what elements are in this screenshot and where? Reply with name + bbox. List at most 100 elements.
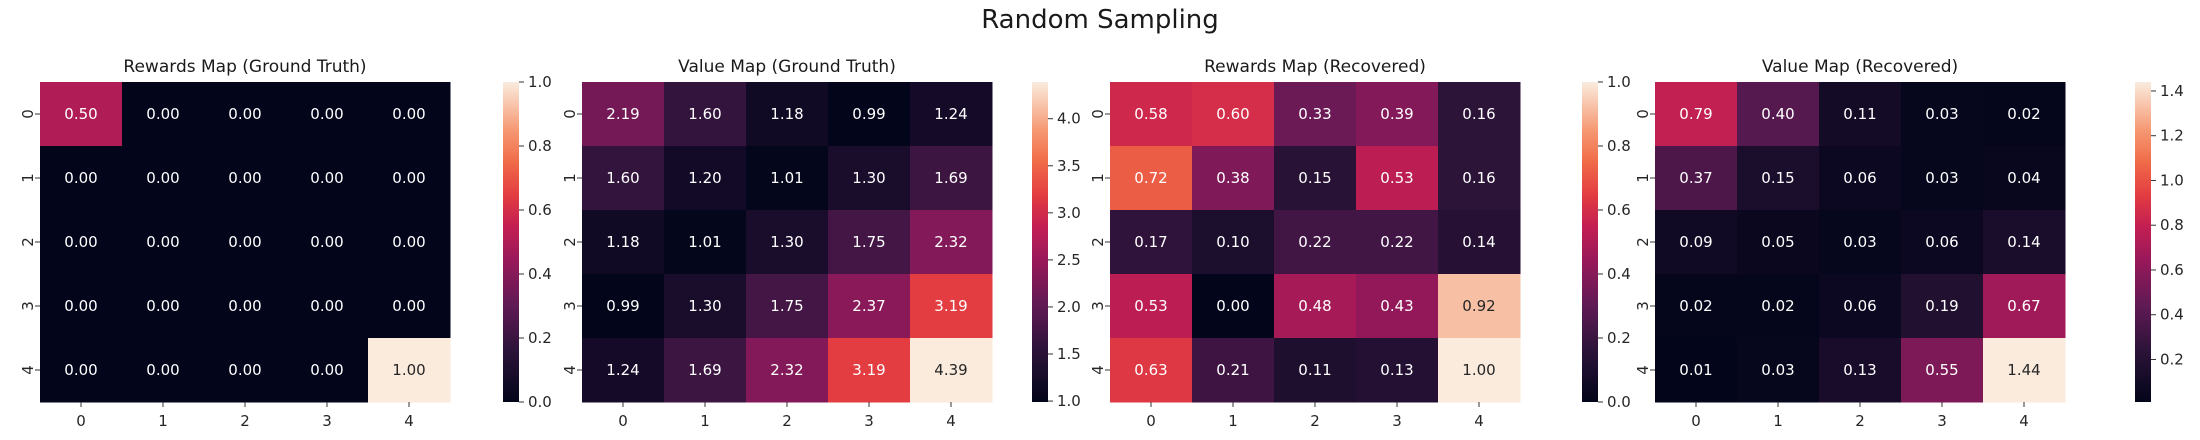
x-tick-label: 0	[1146, 412, 1156, 430]
heatmap-cell	[122, 338, 205, 403]
colorbar-tick-label: 4.0	[1057, 110, 1081, 128]
heatmap-cell	[1438, 146, 1521, 211]
heatmap-cell	[122, 82, 205, 147]
heatmap-cell	[1110, 274, 1193, 339]
heatmap-cell	[1983, 146, 2066, 211]
cell-annotation: 0.58	[1134, 105, 1167, 123]
cell-annotation: 0.79	[1679, 105, 1712, 123]
cell-annotation: 2.37	[852, 297, 885, 315]
cell-annotation: 0.00	[64, 297, 97, 315]
cell-annotation: 0.38	[1216, 169, 1249, 187]
heatmap-cell	[1438, 274, 1521, 339]
heatmap-cell	[910, 146, 993, 211]
colorbar-tick-label: 3.5	[1057, 157, 1081, 175]
figure-suptitle: Random Sampling	[981, 5, 1219, 35]
cell-annotation: 0.00	[392, 297, 425, 315]
cell-annotation: 0.00	[146, 361, 179, 379]
heatmap-cell	[204, 210, 287, 275]
x-tick-label: 3	[1392, 412, 1402, 430]
cell-annotation: 2.19	[606, 105, 639, 123]
heatmap-cell	[828, 338, 911, 403]
cell-annotation: 0.00	[146, 105, 179, 123]
heatmap-cell	[1274, 210, 1357, 275]
heatmap-cell	[40, 82, 123, 147]
heatmap-title: Value Map (Ground Truth)	[678, 57, 896, 77]
colorbar-tick-label: 0.4	[528, 265, 552, 283]
colorbar	[503, 82, 519, 402]
heatmap-cell	[1356, 274, 1439, 339]
cell-annotation: 0.11	[1298, 361, 1331, 379]
cell-annotation: 0.06	[1925, 233, 1958, 251]
cell-annotation: 0.00	[392, 233, 425, 251]
x-tick-label: 1	[700, 412, 710, 430]
heatmap-cell	[1274, 274, 1357, 339]
heatmap-cell	[1110, 210, 1193, 275]
y-tick-label: 0	[1634, 109, 1652, 119]
heatmap-title: Rewards Map (Ground Truth)	[123, 57, 366, 77]
cell-annotation: 0.11	[1843, 105, 1876, 123]
colorbar-tick-label: 1.0	[1057, 392, 1081, 410]
cell-annotation: 0.10	[1216, 233, 1249, 251]
cell-annotation: 0.00	[146, 233, 179, 251]
heatmap-cell	[368, 274, 451, 339]
cell-annotation: 0.00	[310, 105, 343, 123]
y-tick-label: 3	[1634, 301, 1652, 311]
cell-annotation: 0.00	[310, 169, 343, 187]
cell-annotation: 0.33	[1298, 105, 1331, 123]
colorbar-tick-label: 2.0	[1057, 298, 1081, 316]
y-tick-label: 2	[1634, 237, 1652, 247]
cell-annotation: 1.24	[934, 105, 967, 123]
heatmap-cell	[122, 146, 205, 211]
heatmap-cell	[1737, 338, 1820, 403]
heatmap-cell	[204, 146, 287, 211]
heatmap-cell	[1274, 82, 1357, 147]
heatmap-cell	[204, 274, 287, 339]
y-tick-label: 1	[561, 173, 579, 183]
x-tick-label: 0	[1691, 412, 1701, 430]
heatmap-cell	[122, 274, 205, 339]
cell-annotation: 1.60	[688, 105, 721, 123]
cell-annotation: 0.13	[1380, 361, 1413, 379]
heatmap-cell	[746, 146, 829, 211]
y-tick-label: 4	[561, 365, 579, 375]
y-tick-label: 1	[19, 173, 37, 183]
heatmap-cell	[368, 82, 451, 147]
heatmap-cell	[1192, 210, 1275, 275]
cell-annotation: 0.16	[1462, 169, 1495, 187]
heatmap-cell	[1901, 338, 1984, 403]
heatmap-cell	[582, 82, 665, 147]
cell-annotation: 1.24	[606, 361, 639, 379]
colorbar-tick-label: 0.8	[1607, 137, 1631, 155]
cell-annotation: 0.19	[1925, 297, 1958, 315]
heatmap-cell	[1737, 82, 1820, 147]
cell-annotation: 0.04	[2007, 169, 2040, 187]
heatmap-cell	[582, 210, 665, 275]
y-tick-label: 0	[1089, 109, 1107, 119]
heatmap-cell	[40, 146, 123, 211]
x-tick-label: 0	[76, 412, 86, 430]
y-tick-label: 1	[1089, 173, 1107, 183]
heatmap-cell	[1983, 338, 2066, 403]
cell-annotation: 0.02	[2007, 105, 2040, 123]
cell-annotation: 0.15	[1298, 169, 1331, 187]
heatmap-cell	[122, 210, 205, 275]
heatmap-cell	[1901, 210, 1984, 275]
y-tick-label: 2	[561, 237, 579, 247]
heatmap-cell	[1819, 338, 1902, 403]
heatmap-panel-4: Value Map (Recovered)0.79 0.40 0.11 0.03 0.0…	[1634, 57, 2184, 430]
cell-annotation: 0.00	[64, 169, 97, 187]
heatmap-cell	[746, 82, 829, 147]
heatmap-cell	[1901, 146, 1984, 211]
heatmap-cell	[1983, 210, 2066, 275]
cell-annotation: 0.92	[1462, 297, 1495, 315]
heatmap-cell	[1438, 82, 1521, 147]
heatmap-cell	[1655, 82, 1738, 147]
x-tick-label: 3	[322, 412, 332, 430]
cell-annotation: 0.22	[1298, 233, 1331, 251]
cell-annotation: 1.69	[934, 169, 967, 187]
cell-annotation: 3.19	[852, 361, 885, 379]
heatmap-cell	[1737, 146, 1820, 211]
colorbar-tick-label: 2.5	[1057, 251, 1081, 269]
heatmap-title: Rewards Map (Recovered)	[1204, 57, 1426, 77]
cell-annotation: 0.02	[1679, 297, 1712, 315]
